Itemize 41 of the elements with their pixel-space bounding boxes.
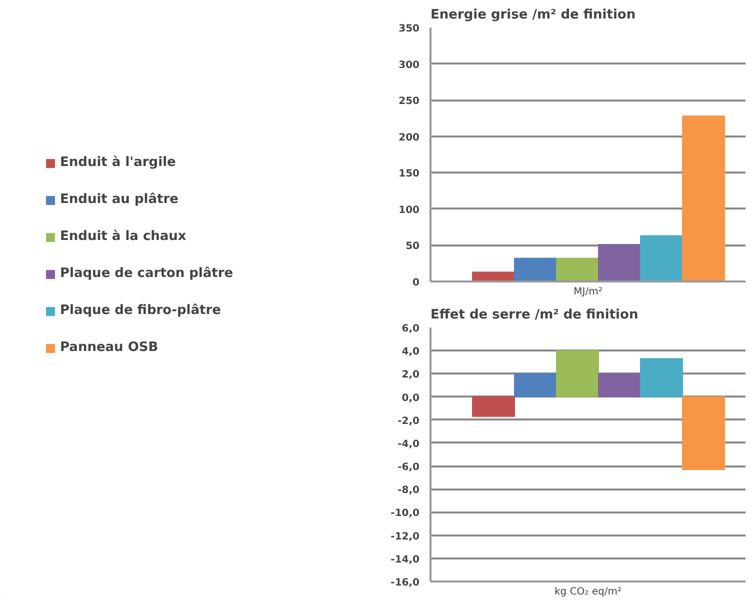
bar bbox=[556, 350, 599, 398]
bar bbox=[472, 396, 515, 417]
y-tick-label: 200 bbox=[398, 132, 420, 144]
bar bbox=[640, 358, 683, 398]
bar bbox=[598, 244, 641, 282]
y-tick-label: 250 bbox=[398, 96, 420, 108]
y-tick-label: 350 bbox=[398, 24, 420, 34]
y-tick-label: 2,0 bbox=[402, 370, 420, 381]
bar bbox=[682, 116, 725, 282]
legend-label: Enduit au plâtre bbox=[60, 192, 178, 207]
x-axis-title: MJ/m² bbox=[574, 286, 602, 298]
y-tick-label: 4,0 bbox=[402, 346, 420, 358]
y-tick-label: -14,0 bbox=[390, 554, 420, 566]
y-tick-label: 6,0 bbox=[402, 324, 420, 334]
y-tick-label: 150 bbox=[398, 168, 420, 180]
chart-title: Effet de serre /m² de finition bbox=[430, 308, 638, 322]
bar bbox=[556, 258, 599, 282]
y-tick-label: -8,0 bbox=[398, 485, 420, 496]
y-tick-label: 50 bbox=[406, 241, 420, 252]
legend-label: Enduit à la chaux bbox=[60, 229, 186, 244]
bar bbox=[598, 373, 641, 398]
x-axis-title: kg CO₂ eq/m² bbox=[554, 586, 622, 598]
y-tick-label: -12,0 bbox=[390, 531, 420, 542]
bar bbox=[514, 373, 557, 398]
y-tick-label: 300 bbox=[398, 60, 420, 71]
y-tick-label: -6,0 bbox=[398, 462, 420, 474]
y-tick-label: 0 bbox=[412, 278, 420, 288]
y-tick-label: -10,0 bbox=[390, 508, 420, 520]
bar bbox=[682, 396, 725, 470]
y-tick-label: -2,0 bbox=[398, 416, 420, 427]
legend-label: Panneau OSB bbox=[60, 340, 158, 355]
legend-label: Plaque de carton plâtre bbox=[60, 266, 234, 281]
y-tick-label: 100 bbox=[398, 204, 420, 216]
y-tick-label: -4,0 bbox=[398, 438, 420, 450]
y-tick-label: 0,0 bbox=[402, 392, 420, 404]
legend-label: Plaque de fibro-plâtre bbox=[60, 303, 221, 318]
chart-title: Energie grise /m² de finition bbox=[430, 8, 636, 22]
y-tick-label: -16,0 bbox=[390, 578, 420, 588]
bar bbox=[514, 258, 557, 282]
bar bbox=[640, 235, 683, 282]
legend-label: Enduit à l'argile bbox=[60, 155, 176, 170]
